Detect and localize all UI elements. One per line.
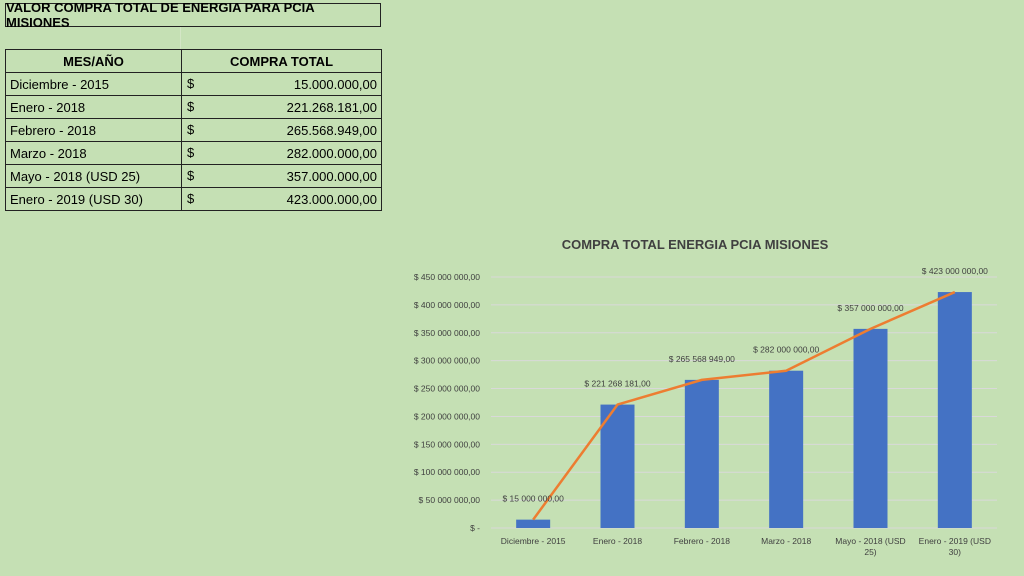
cell-month: Mayo - 2018 (USD 25) [5, 164, 182, 188]
currency-symbol: $ [187, 76, 195, 91]
y-tick-label: $ 300 000 000,00 [414, 356, 480, 366]
currency-symbol: $ [187, 168, 195, 183]
trend-line [532, 290, 956, 521]
data-label: $ 423 000 000,00 [922, 266, 988, 276]
total-value: 265.568.949,00 [286, 122, 377, 138]
x-tick-label: 30) [949, 547, 961, 557]
x-tick-label: Enero - 2018 [593, 536, 642, 546]
total-value: 15.000.000,00 [293, 76, 377, 92]
cell-total: $265.568.949,00 [181, 118, 382, 142]
cell-total: $221.268.181,00 [181, 95, 382, 119]
bar [937, 292, 972, 528]
bar [684, 379, 719, 528]
data-label: $ 221 268 181,00 [584, 379, 650, 389]
chart-title: COMPRA TOTAL ENERGIA PCIA MISIONES [561, 237, 829, 252]
cell-month: Enero - 2019 (USD 30) [5, 187, 182, 211]
table-row: Mayo - 2018 (USD 25) $357.000.000,00 [5, 164, 382, 188]
x-tick-label: Enero - 2019 (USD [919, 536, 991, 546]
y-tick-label: $ 200 000 000,00 [414, 411, 480, 421]
y-tick-label: $ 50 000 000,00 [419, 495, 481, 505]
total-value: 423.000.000,00 [286, 191, 377, 207]
currency-symbol: $ [187, 99, 195, 114]
data-label: $ 15 000 000,00 [502, 494, 564, 504]
currency-symbol: $ [187, 122, 195, 137]
bar [600, 404, 635, 528]
currency-symbol: $ [187, 145, 195, 160]
bar [769, 370, 804, 528]
y-tick-label: $ 250 000 000,00 [414, 384, 480, 394]
table-row: Diciembre - 2015 $15.000.000,00 [5, 72, 382, 96]
empty-row [5, 27, 381, 49]
y-tick-label: $ 150 000 000,00 [414, 439, 480, 449]
column-header-total: COMPRA TOTAL [181, 49, 382, 73]
cell-total: $15.000.000,00 [181, 72, 382, 96]
currency-symbol: $ [187, 191, 195, 206]
y-tick-label: $ 400 000 000,00 [414, 300, 480, 310]
x-tick-label: 25) [864, 547, 876, 557]
table-header-row: MES/AÑO COMPRA TOTAL [5, 49, 382, 73]
total-value: 357.000.000,00 [286, 168, 377, 184]
table-title: VALOR COMPRA TOTAL DE ENERGIA PARA PCIA … [5, 0, 381, 30]
data-label: $ 357 000 000,00 [837, 303, 903, 313]
y-tick-label: $ - [470, 523, 480, 533]
x-tick-label: Mayo - 2018 (USD [835, 536, 905, 546]
data-label: $ 282 000 000,00 [753, 345, 819, 355]
table-row: Marzo - 2018 $282.000.000,00 [5, 141, 382, 165]
y-tick-label: $ 100 000 000,00 [414, 467, 480, 477]
x-tick-label: Marzo - 2018 [761, 536, 811, 546]
total-value: 221.268.181,00 [286, 99, 377, 115]
table-row: Enero - 2019 (USD 30) $423.000.000,00 [5, 187, 382, 211]
x-tick-label: Diciembre - 2015 [501, 536, 566, 546]
bar [516, 519, 551, 528]
x-tick-label: Febrero - 2018 [674, 536, 730, 546]
data-label: $ 265 568 949,00 [669, 354, 735, 364]
y-tick-label: $ 450 000 000,00 [414, 272, 480, 282]
table-row: Febrero - 2018 $265.568.949,00 [5, 118, 382, 142]
total-value: 282.000.000,00 [286, 145, 377, 161]
y-tick-label: $ 350 000 000,00 [414, 328, 480, 338]
cell-month: Marzo - 2018 [5, 141, 182, 165]
cell-month: Febrero - 2018 [5, 118, 182, 142]
cell-total: $423.000.000,00 [181, 187, 382, 211]
purchase-table: MES/AÑO COMPRA TOTAL Diciembre - 2015 $1… [5, 49, 382, 211]
column-header-month: MES/AÑO [5, 49, 182, 73]
cell-total: $282.000.000,00 [181, 141, 382, 165]
bar [853, 328, 888, 528]
cell-total: $357.000.000,00 [181, 164, 382, 188]
